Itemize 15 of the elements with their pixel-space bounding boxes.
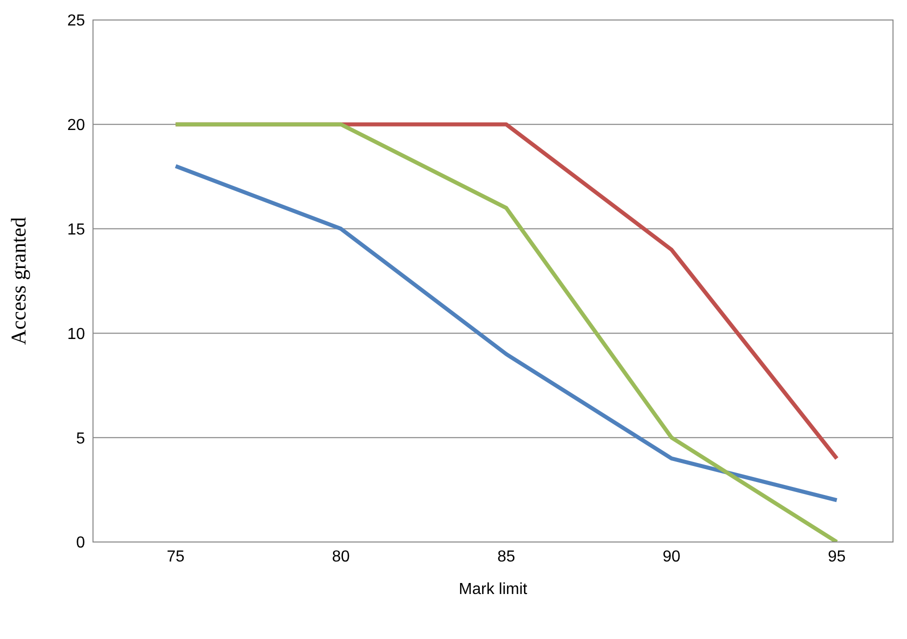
x-tick-label: 90 — [662, 548, 681, 566]
y-tick-label: 20 — [67, 117, 86, 134]
y-tick-label: 0 — [76, 534, 86, 552]
x-tick-label: 75 — [166, 548, 185, 566]
x-tick-label: 85 — [497, 548, 516, 566]
line-series — [174, 122, 839, 542]
x-axis-title: Mark limit — [458, 581, 528, 598]
line-series — [174, 164, 839, 502]
y-tick-label: 25 — [67, 12, 86, 30]
y-tick-label: 5 — [76, 430, 86, 448]
y-tick-label: 10 — [67, 326, 86, 343]
y-tick-label: 15 — [67, 221, 86, 238]
x-tick-label: 80 — [332, 548, 350, 566]
x-tick-label: 95 — [828, 548, 846, 566]
y-axis-title: Access granted — [6, 216, 30, 345]
